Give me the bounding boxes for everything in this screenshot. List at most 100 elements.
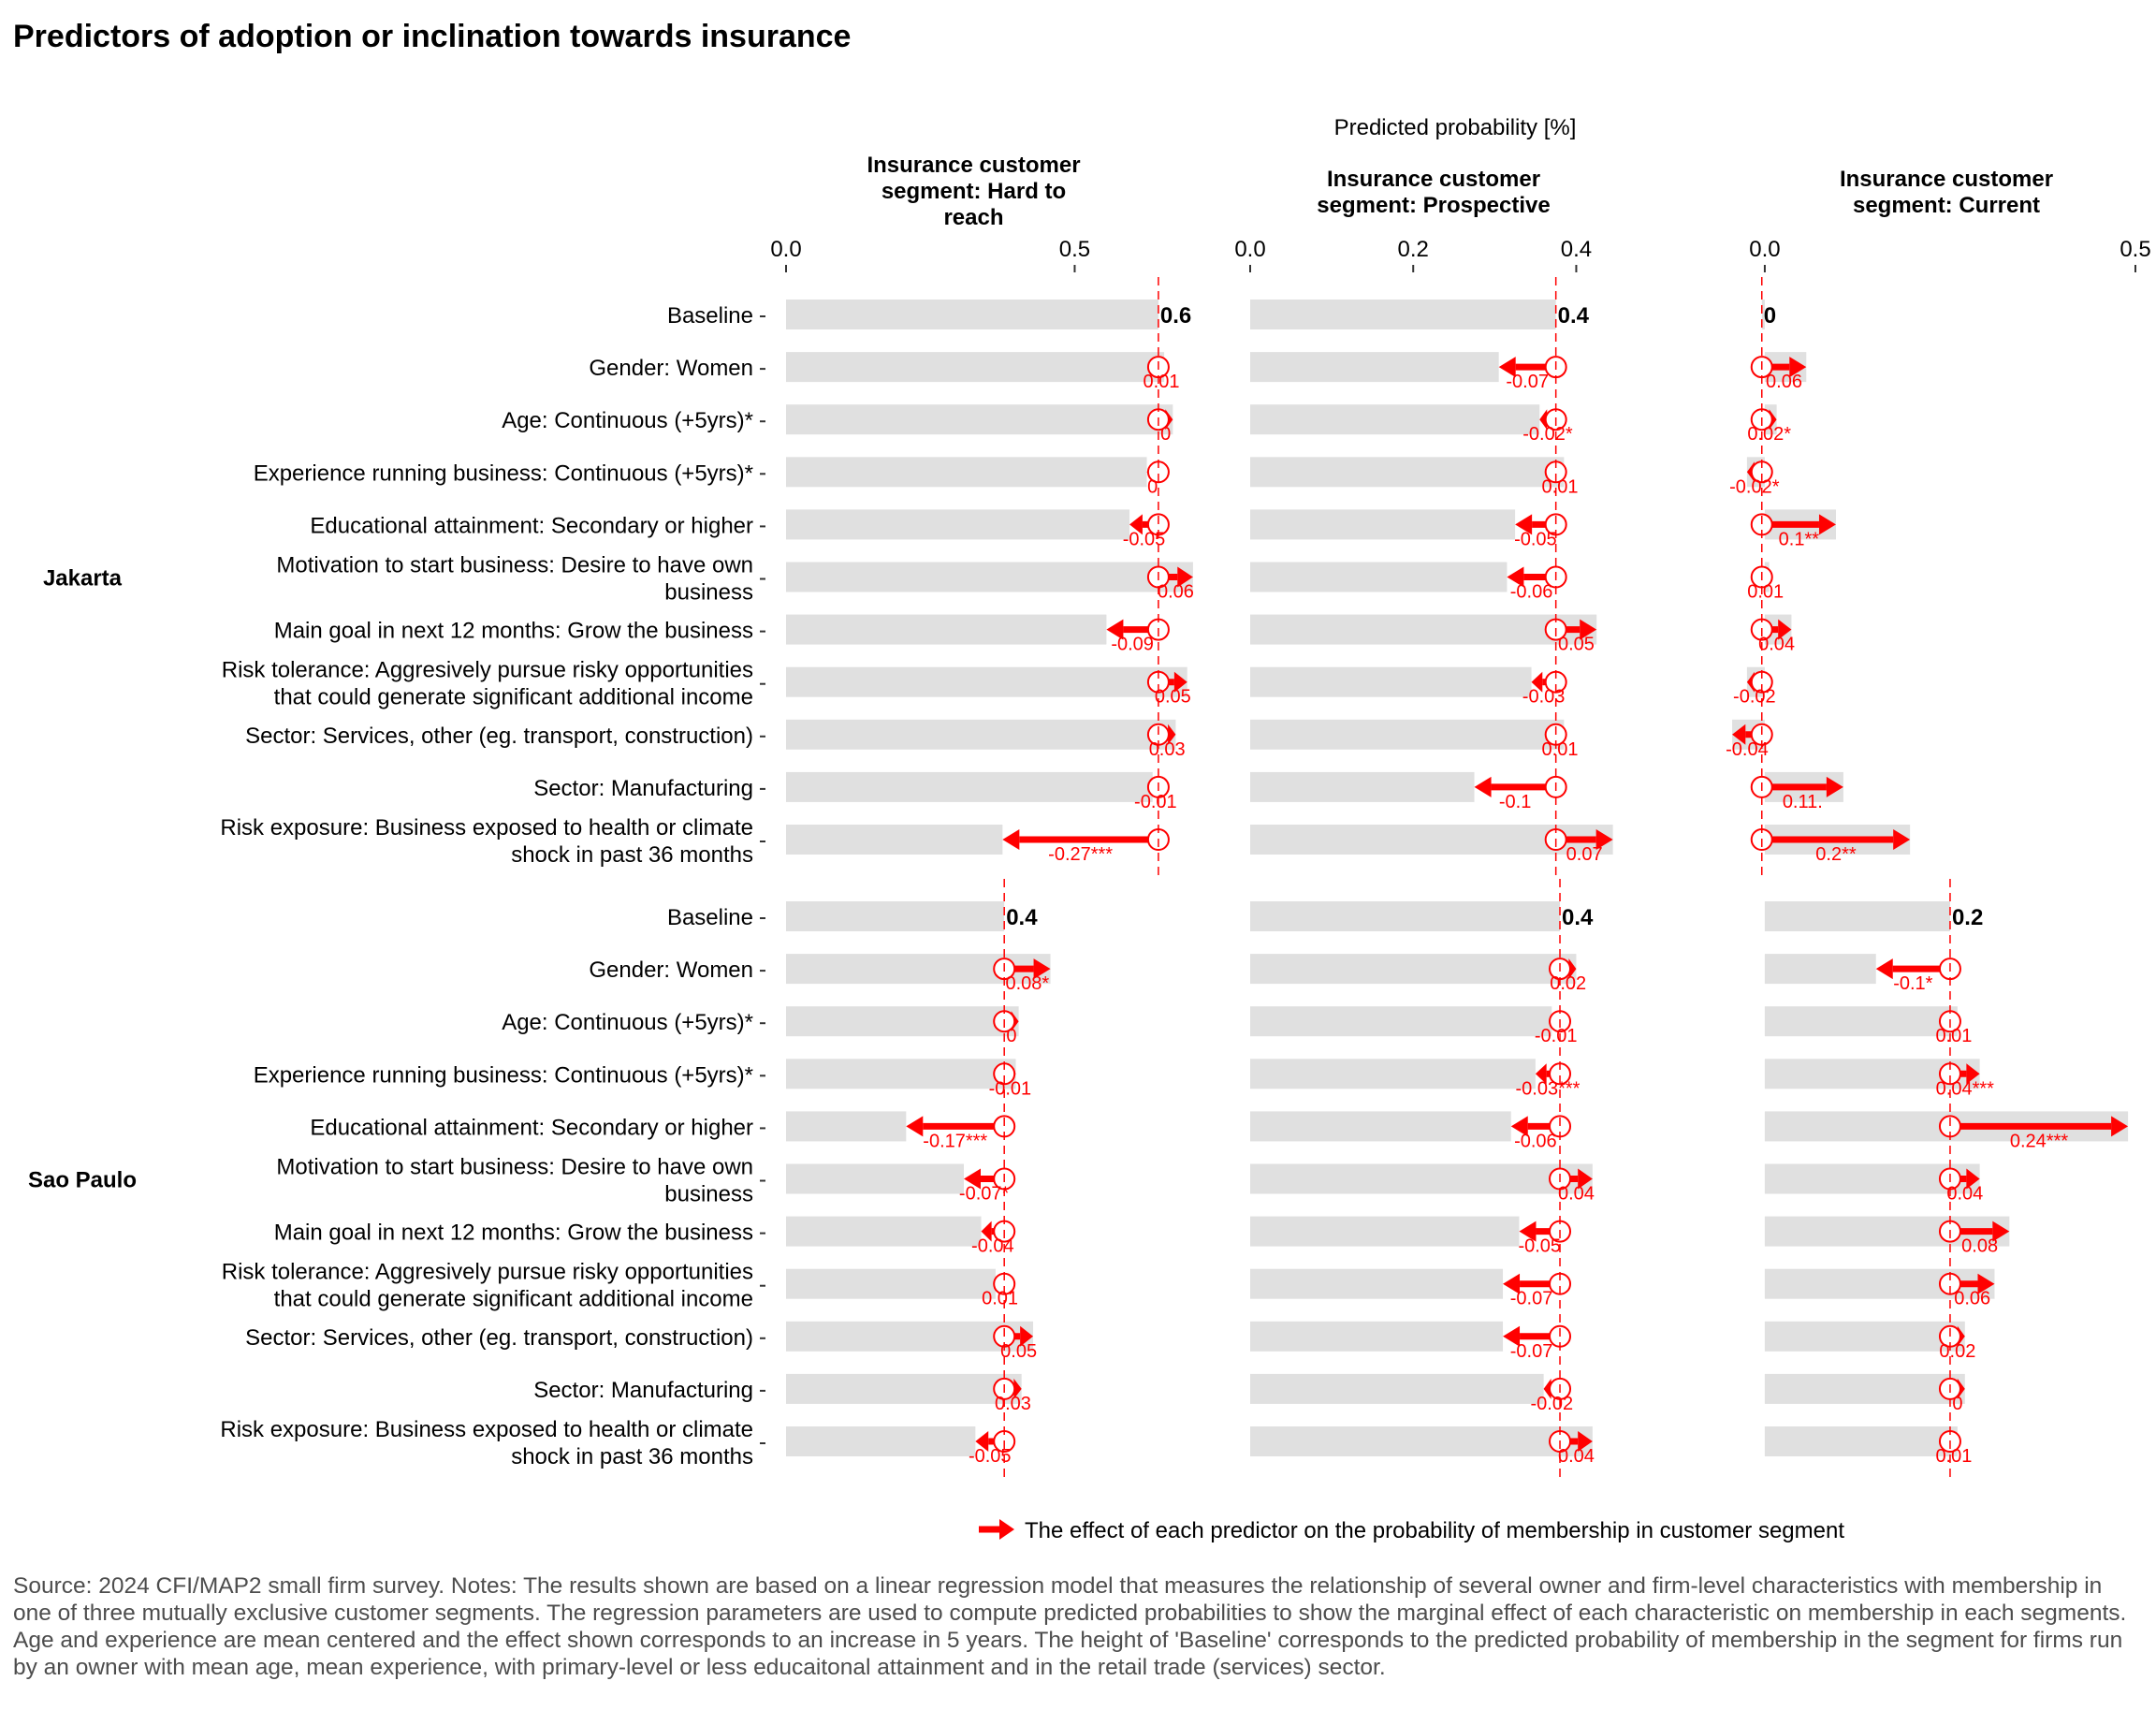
bar-predicted bbox=[1764, 1321, 1965, 1352]
legend: The effect of each predictor on the prob… bbox=[979, 1518, 1844, 1543]
bar-predicted bbox=[1250, 666, 1532, 697]
baseline-value-label: 0.4 bbox=[1006, 905, 1038, 930]
bar-predicted bbox=[1250, 1163, 1593, 1194]
effect-arrow-head bbox=[1977, 1273, 1995, 1294]
effect-value-label: 0.02* bbox=[1747, 424, 1791, 445]
effect-arrow-head bbox=[981, 1221, 992, 1242]
row-label: Gender: Women bbox=[589, 958, 753, 983]
effect-arrow-head bbox=[964, 1168, 982, 1190]
row-label-line: Motivation to start business: Desire to … bbox=[276, 1155, 753, 1180]
bar-predicted bbox=[1250, 719, 1565, 750]
bar-predicted bbox=[786, 1268, 996, 1299]
effect-value-label: -0.17*** bbox=[923, 1131, 987, 1151]
effect-value-label: 0.11. bbox=[1783, 792, 1823, 812]
row-label: Sector: Services, other (eg. transport, … bbox=[245, 724, 753, 749]
bar-predicted bbox=[1764, 1373, 1965, 1404]
row-label-line: shock in past 36 months bbox=[511, 1444, 753, 1469]
bar-predicted bbox=[1250, 1426, 1593, 1456]
effect-arrow-head bbox=[1503, 1273, 1521, 1294]
panel-title-line: segment: Prospective bbox=[1317, 193, 1550, 218]
group-label-sao-paulo: Sao Paulo bbox=[28, 1168, 137, 1193]
row-label: Experience running business: Continuous … bbox=[254, 1062, 753, 1088]
row-label: Sector: Manufacturing bbox=[533, 776, 753, 801]
bar-predicted bbox=[786, 1006, 1019, 1037]
effect-value-label: -0.02 bbox=[1531, 1394, 1574, 1414]
effect-arrow-head bbox=[1474, 776, 1492, 797]
effect-arrow-head bbox=[1992, 1221, 2010, 1242]
effect-arrow-head bbox=[1732, 724, 1746, 745]
effect-arrow-head bbox=[906, 1116, 924, 1137]
x-tick-label: 0.0 bbox=[1749, 237, 1780, 262]
x-tick-label: 0.5 bbox=[1059, 237, 1090, 262]
panel-title-line: Insurance customer bbox=[1327, 167, 1540, 192]
bar-predicted bbox=[786, 614, 1107, 645]
effect-arrow-head bbox=[1580, 619, 1597, 640]
effect-arrow-head bbox=[1568, 958, 1577, 980]
group-jakarta: 0.4 -0.07 -0.02* 0.01 -0.05 -0.06 0.05 -0.03 0.0… bbox=[1250, 277, 1613, 877]
row-label: Main goal in next 12 months: Grow the bu… bbox=[274, 1221, 753, 1246]
row-label-line: that could generate significant addition… bbox=[274, 1287, 753, 1312]
row-label-line: Gender: Women bbox=[589, 356, 753, 381]
bar-predicted bbox=[786, 1059, 1016, 1089]
effect-arrow-head bbox=[1515, 514, 1533, 535]
effect-arrow-head bbox=[1789, 357, 1807, 378]
effect-value-label: -0.06 bbox=[1514, 1131, 1557, 1151]
effect-value-label: -0.07 bbox=[1510, 1341, 1553, 1362]
bar-predicted bbox=[1250, 1216, 1520, 1247]
effect-value-label: -0.01 bbox=[989, 1078, 1032, 1099]
row-label: Age: Continuous (+5yrs)* bbox=[502, 1010, 753, 1035]
effect-value-label: 0.01 bbox=[1747, 582, 1784, 603]
effect-value-label: 0 bbox=[1006, 1026, 1016, 1046]
effect-value-label: -0.02* bbox=[1522, 424, 1573, 445]
effect-value-label: -0.06 bbox=[1510, 582, 1553, 603]
x-axis-title: Predicted probability [%] bbox=[1334, 115, 1577, 140]
effect-arrow-head bbox=[1177, 566, 1193, 588]
effect-value-label: -0.05 bbox=[1123, 529, 1166, 549]
baseline-value-label: 0 bbox=[1764, 303, 1776, 329]
row-label: Baseline bbox=[667, 303, 753, 329]
bar-predicted bbox=[1764, 1006, 1958, 1037]
bar-predicted bbox=[786, 719, 1176, 750]
group-label-jakarta: Jakarta bbox=[43, 566, 123, 592]
bar-predicted bbox=[1250, 562, 1508, 592]
bar-predicted bbox=[786, 509, 1130, 540]
effect-value-label: 0.02 bbox=[1939, 1341, 1975, 1362]
legend-label: The effect of each predictor on the prob… bbox=[1025, 1518, 1844, 1543]
bar-predicted bbox=[786, 1373, 1022, 1404]
row-label: Risk exposure: Business exposed to healt… bbox=[220, 1417, 753, 1469]
bar-predicted bbox=[786, 1163, 965, 1194]
panel-title-line: Insurance customer bbox=[1840, 167, 2053, 192]
effect-arrow-head bbox=[1498, 357, 1516, 378]
effect-arrow-head bbox=[1531, 671, 1543, 693]
row-label: Risk tolerance: Aggresively pursue risky… bbox=[222, 1260, 753, 1312]
row-label-line: Educational attainment: Secondary or hig… bbox=[310, 513, 753, 538]
bar-baseline bbox=[786, 901, 1005, 931]
effect-arrow-head bbox=[1129, 514, 1143, 535]
effect-value-label: 0.01 bbox=[1542, 739, 1579, 760]
panel-title-line: Insurance customer bbox=[867, 153, 1080, 178]
row-label-line: Motivation to start business: Desire to … bbox=[276, 553, 753, 578]
row-label-line: Risk tolerance: Aggresively pursue risky… bbox=[222, 1260, 753, 1285]
row-label: Baseline bbox=[667, 905, 753, 930]
row-label: Motivation to start business: Desire to … bbox=[276, 1155, 753, 1207]
x-tick-label: 0.4 bbox=[1561, 237, 1592, 262]
row-label: Educational attainment: Secondary or hig… bbox=[310, 513, 753, 538]
effect-arrow-head bbox=[1510, 1116, 1528, 1137]
effect-arrow-head bbox=[1013, 1378, 1022, 1399]
effect-value-label: -0.1 bbox=[1499, 792, 1531, 812]
effect-value-label: 0.05 bbox=[1000, 1341, 1037, 1362]
bar-predicted bbox=[786, 404, 1173, 435]
panel-title: Insurance customer segment: Hard to reach bbox=[867, 153, 1080, 230]
row-label-line: business bbox=[664, 580, 753, 606]
bar-predicted bbox=[1250, 1006, 1552, 1037]
row-label-line: Main goal in next 12 months: Grow the bu… bbox=[274, 1221, 753, 1246]
x-tick-label: 0.0 bbox=[770, 237, 801, 262]
panel-2: Insurance customer segment: Prospective 0.… bbox=[1234, 167, 1613, 1479]
panel-3: Insurance customer segment: Current 0.0 0.5… bbox=[1726, 167, 2151, 1479]
effect-value-label: 0.05 bbox=[1155, 687, 1191, 708]
effect-value-label: 0.01 bbox=[982, 1289, 1018, 1309]
bar-predicted bbox=[786, 457, 1147, 488]
bar-predicted bbox=[1250, 771, 1475, 802]
effect-arrow-head bbox=[1168, 724, 1176, 745]
effect-arrow-head bbox=[1503, 1325, 1521, 1347]
